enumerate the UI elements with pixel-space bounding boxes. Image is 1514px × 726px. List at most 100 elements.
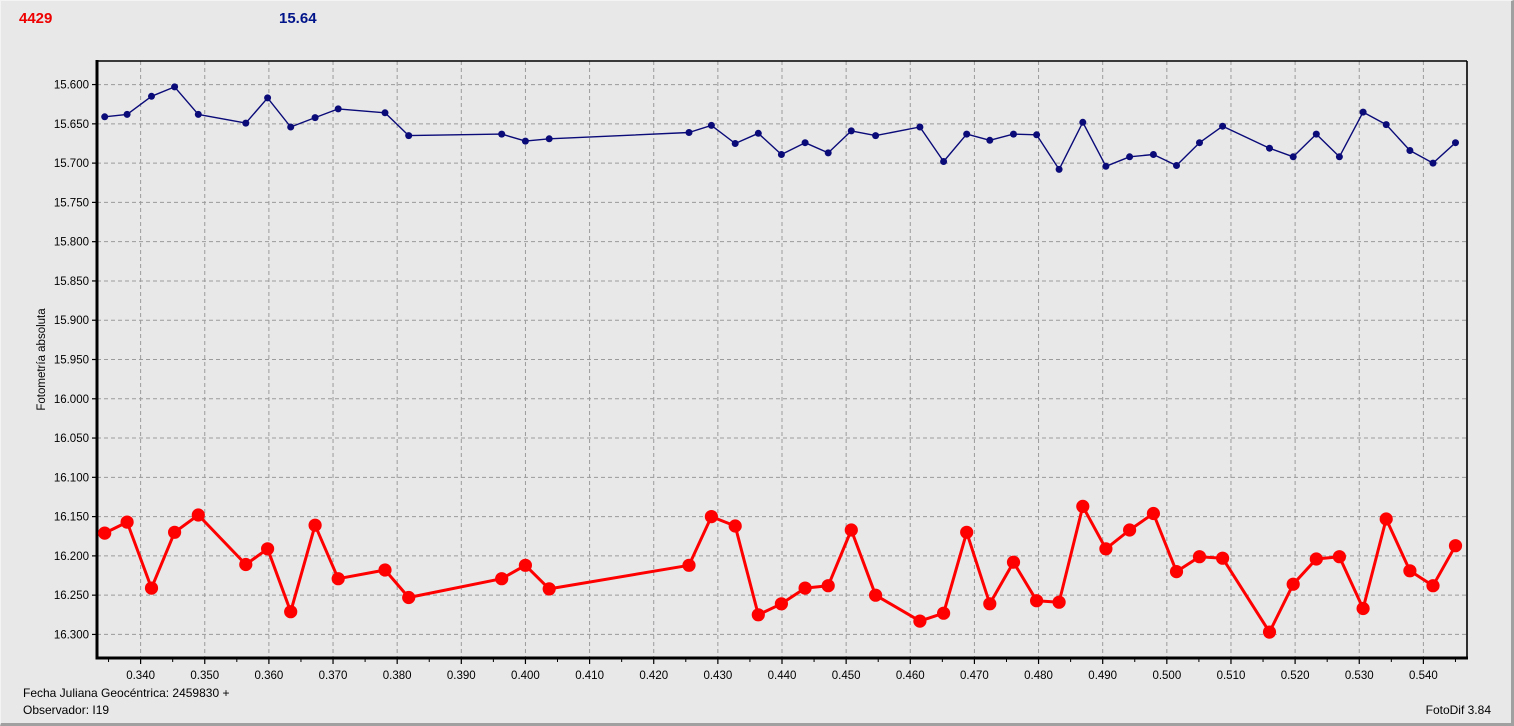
data-point-asteroid-4429 [168,525,182,539]
y-tick-label: 16.250 [54,590,89,602]
data-point-asteroid-4429 [284,605,298,619]
data-point-comparison-star-15.64 [521,137,529,145]
x-tick-label: 0.520 [1281,670,1310,682]
data-point-comparison-star-15.64 [1289,153,1297,161]
data-point-comparison-star-15.64 [847,127,855,135]
data-point-asteroid-4429 [1403,564,1417,578]
x-tick-label: 0.470 [960,670,989,682]
data-point-comparison-star-15.64 [986,136,994,144]
data-point-asteroid-4429 [1332,550,1346,564]
data-point-asteroid-4429 [913,614,927,628]
data-point-asteroid-4429 [937,606,951,620]
x-tick-label: 0.500 [1152,670,1181,682]
data-point-asteroid-4429 [495,572,509,586]
y-tick-label: 15.950 [54,355,89,367]
data-point-comparison-star-15.64 [801,139,809,147]
data-point-comparison-star-15.64 [1033,131,1041,139]
data-point-comparison-star-15.64 [311,114,319,122]
data-point-asteroid-4429 [378,563,392,577]
y-tick-label: 16.100 [54,472,89,484]
data-point-asteroid-4429 [704,509,719,524]
data-point-comparison-star-15.64 [1196,139,1203,147]
x-tick-label: 0.430 [703,670,732,682]
data-point-comparison-star-15.64 [872,132,880,140]
data-point-comparison-star-15.64 [1149,151,1157,158]
data-point-comparison-star-15.64 [754,129,762,137]
data-point-comparison-star-15.64 [1406,147,1414,154]
data-point-comparison-star-15.64 [545,135,553,143]
observer-label: Observador: I19 [23,703,110,717]
data-point-comparison-star-15.64 [264,94,272,102]
data-point-comparison-star-15.64 [194,110,202,118]
x-tick-label: 0.450 [832,670,861,682]
y-tick-label: 15.650 [54,119,89,131]
data-point-comparison-star-15.64 [685,129,693,136]
data-point-comparison-star-15.64 [1010,130,1017,138]
data-point-asteroid-4429 [1356,601,1370,616]
app-version-label: FotoDif 3.84 [1425,703,1491,717]
data-point-comparison-star-15.64 [777,151,785,158]
data-point-asteroid-4429 [1192,550,1207,564]
data-point-comparison-star-15.64 [1266,144,1273,152]
data-point-asteroid-4429 [1169,565,1184,579]
data-point-comparison-star-15.64 [101,113,109,121]
data-point-asteroid-4429 [402,590,416,605]
x-tick-label: 0.460 [896,670,925,682]
data-point-comparison-star-15.64 [824,149,832,157]
data-point-comparison-star-15.64 [123,110,131,118]
data-point-asteroid-4429 [191,508,205,522]
data-point-asteroid-4429 [844,523,858,537]
y-tick-label: 15.700 [54,158,89,170]
data-point-comparison-star-15.64 [1126,153,1134,161]
data-point-comparison-star-15.64 [940,158,948,165]
data-point-asteroid-4429 [1426,579,1440,593]
data-point-comparison-star-15.64 [1055,165,1063,173]
data-point-asteroid-4429 [798,581,812,595]
data-point-comparison-star-15.64 [731,140,739,147]
data-point-asteroid-4429 [1309,552,1323,566]
data-point-comparison-star-15.64 [242,119,250,127]
data-point-asteroid-4429 [821,579,835,593]
data-point-comparison-star-15.64 [1452,139,1459,147]
data-point-asteroid-4429 [1146,506,1160,521]
y-axis-title: Fotometría absoluta [36,308,48,411]
y-tick-label: 16.150 [54,512,89,524]
data-point-asteroid-4429 [983,597,997,611]
y-tick-label: 15.900 [54,315,89,327]
data-point-asteroid-4429 [751,608,765,622]
data-point-comparison-star-15.64 [498,130,506,138]
data-point-comparison-star-15.64 [1102,162,1110,170]
x-tick-label: 0.390 [447,670,476,682]
data-point-asteroid-4429 [1006,555,1021,569]
x-tick-label: 0.530 [1345,670,1374,682]
data-point-comparison-star-15.64 [1079,118,1087,126]
data-point-asteroid-4429 [1076,499,1090,513]
x-tick-label: 0.410 [575,670,604,682]
x-tick-label: 0.420 [639,670,668,682]
data-point-asteroid-4429 [120,515,134,529]
data-point-comparison-star-15.64 [963,130,971,138]
data-point-asteroid-4429 [1286,577,1300,591]
data-point-asteroid-4429 [308,518,322,532]
data-point-comparison-star-15.64 [405,132,413,140]
x-tick-label: 0.400 [511,670,540,682]
data-point-comparison-star-15.64 [334,105,342,113]
data-point-comparison-star-15.64 [707,121,715,129]
x-tick-label: 0.440 [768,670,797,682]
data-point-asteroid-4429 [1379,512,1393,526]
y-tick-label: 16.000 [54,394,89,406]
x-tick-label: 0.480 [1024,670,1053,682]
julian-date-label: Fecha Juliana Geocéntrica: 2459830 + [23,686,230,700]
data-point-asteroid-4429 [518,558,533,572]
data-point-asteroid-4429 [682,558,696,572]
x-tick-label: 0.350 [190,670,219,682]
data-point-comparison-star-15.64 [1382,121,1390,129]
x-tick-label: 0.360 [255,670,284,682]
comparison-magnitude-label: 15.64 [279,10,317,27]
data-point-asteroid-4429 [869,588,883,602]
data-point-asteroid-4429 [774,597,789,611]
data-point-asteroid-4429 [261,542,275,556]
y-tick-label: 15.600 [54,80,89,92]
data-point-asteroid-4429 [331,572,345,586]
